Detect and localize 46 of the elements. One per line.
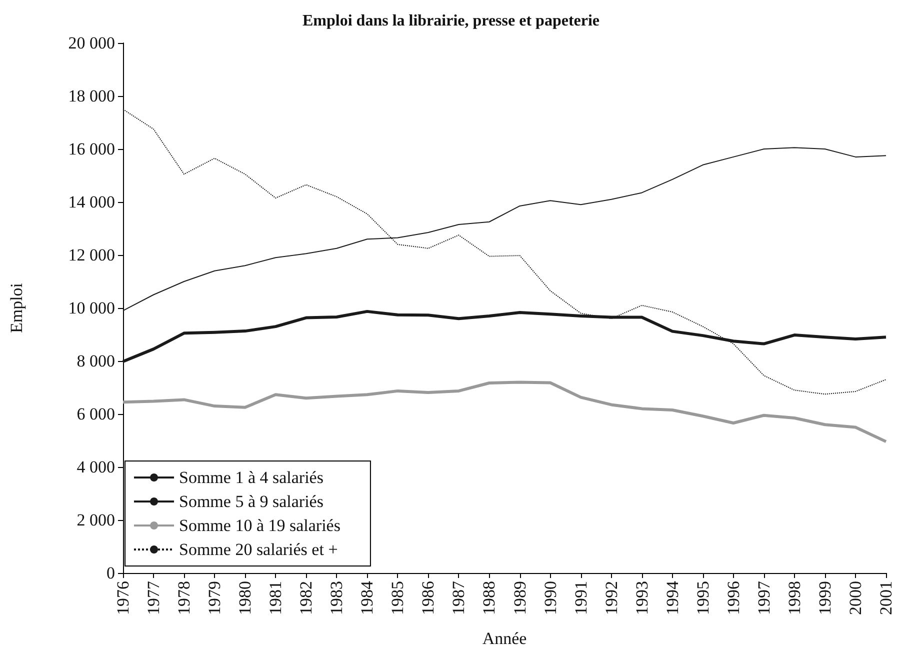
x-tick-label: 1988: [480, 581, 499, 615]
chart-title: Emploi dans la librairie, presse et papeterie: [302, 12, 600, 30]
x-tick-label: 1976: [114, 581, 132, 615]
y-tick-label: 20 000: [68, 34, 115, 52]
y-tick-label: 10 000: [68, 298, 115, 318]
x-tick-label: 1980: [236, 581, 255, 615]
y-tick-label: 6 000: [76, 404, 115, 424]
x-tick-label: 1982: [296, 581, 316, 615]
y-tick-label: 14 000: [68, 192, 115, 212]
x-tick-label: 1997: [754, 580, 774, 615]
x-tick-label: 2001: [876, 581, 896, 615]
x-tick-label: 1992: [602, 581, 621, 615]
x-tick-label: 1994: [662, 580, 682, 615]
x-tick-label: 1998: [784, 581, 804, 615]
y-axis-title: Emploi: [7, 282, 26, 334]
x-tick-label: 1977: [144, 580, 164, 615]
x-tick-label: 1990: [540, 581, 560, 615]
x-tick-label: 1985: [388, 581, 408, 615]
x-tick-label: 1987: [449, 580, 468, 615]
x-tick-label: 1981: [266, 581, 286, 615]
x-tick-label: 2000: [846, 581, 865, 615]
x-tick-label: 1979: [205, 581, 224, 615]
x-tick-label: 1983: [327, 581, 346, 615]
x-tick-label: 1978: [174, 581, 194, 615]
y-tick-label: 16 000: [68, 140, 115, 158]
y-tick-label: 12 000: [68, 246, 115, 264]
y-tick-label: 0: [106, 564, 115, 582]
x-axis-title: Année: [482, 629, 527, 648]
line-series: [122, 380, 888, 444]
y-tick-label: 4 000: [76, 458, 115, 476]
x-tick-label: 1986: [418, 581, 438, 615]
y-tick-label: 8 000: [76, 352, 115, 370]
legend-label: Somme 10 à 19 salariés: [179, 516, 340, 535]
x-tick-label: 1999: [815, 581, 834, 615]
legend-label: Somme 1 à 4 salariés: [179, 468, 324, 487]
x-tick-label: 1984: [358, 580, 377, 615]
x-tick-label: 1995: [693, 581, 712, 615]
legend-label: Somme 20 salariés et +: [179, 540, 338, 559]
x-tick-label: 1993: [632, 581, 652, 615]
legend-label: Somme 5 à 9 salariés: [179, 492, 324, 511]
x-tick-label: 1991: [571, 581, 590, 615]
y-tick-label: 18 000: [68, 86, 115, 106]
y-tick-label: 2 000: [76, 510, 115, 530]
x-tick-label: 1989: [510, 581, 530, 615]
line-series: [122, 108, 886, 395]
x-tick-label: 1996: [724, 581, 743, 615]
